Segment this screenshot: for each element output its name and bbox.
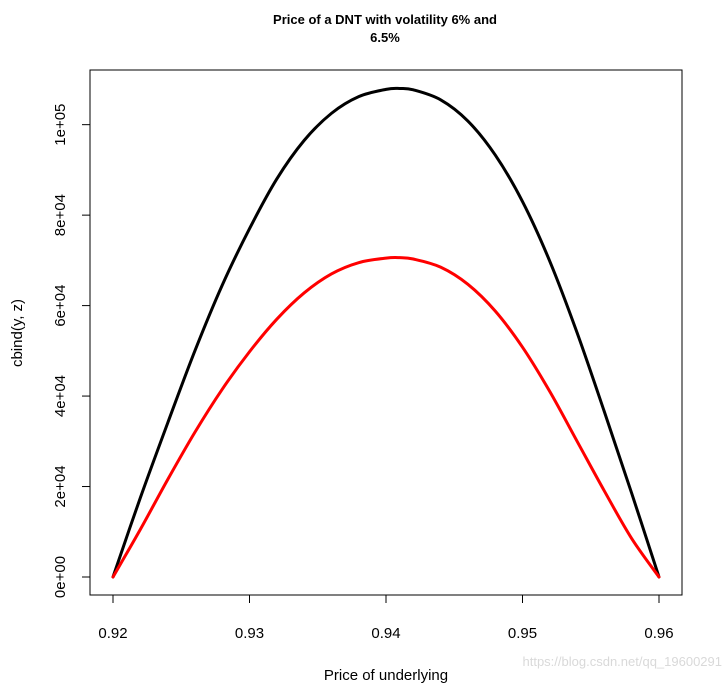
- x-tick-label: 0.95: [508, 625, 537, 642]
- y-tick-label: 2e+04: [52, 465, 69, 507]
- y-axis-label: cbind(y, z): [9, 299, 26, 367]
- x-axis-label: Price of underlying: [324, 667, 448, 684]
- series-layer: [111, 86, 661, 579]
- plot-frame: [89, 69, 683, 596]
- y-tick-label: 8e+04: [52, 194, 69, 236]
- x-tick-label: 0.92: [98, 625, 127, 642]
- x-tick-label: 0.93: [235, 625, 264, 642]
- y-tick-label: 0e+00: [52, 556, 69, 598]
- watermark: https://blog.csdn.net/qq_19600291: [523, 654, 723, 669]
- chart-title-line-2: 6.5%: [370, 30, 400, 45]
- x-tick-label: 0.94: [371, 625, 400, 642]
- x-axis: 0.92 0.93 0.94 0.95 0.96: [98, 594, 674, 642]
- y-tick-label: 1e+05: [52, 104, 69, 146]
- x-tick-label: 0.96: [644, 625, 673, 642]
- y-axis: 0e+00 2e+04 4e+04 6e+04 8e+04 1e+05: [52, 104, 91, 598]
- chart-title-line-1: Price of a DNT with volatility 6% and: [273, 12, 497, 27]
- y-tick-label: 4e+04: [52, 375, 69, 417]
- series-line-2: [111, 256, 661, 579]
- series-line-1: [111, 86, 661, 579]
- y-tick-label: 6e+04: [52, 285, 69, 327]
